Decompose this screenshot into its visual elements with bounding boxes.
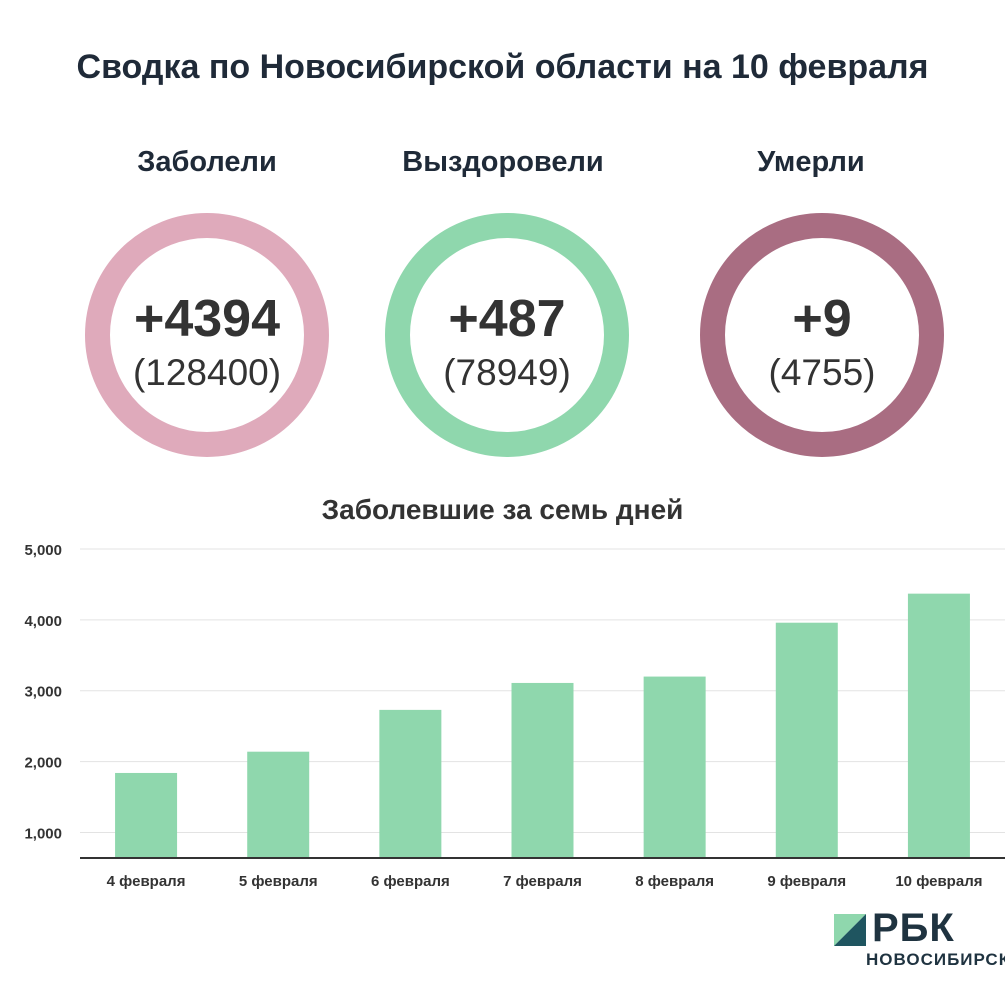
- y-tick-label: 5,000: [24, 542, 62, 559]
- bar: [379, 709, 442, 858]
- stat-total-infected: (128400): [132, 352, 282, 393]
- y-tick-label: 4,000: [24, 613, 62, 630]
- stat-total-deaths: (4755): [768, 352, 876, 393]
- stat-label-deaths: Умерли: [757, 146, 865, 178]
- stat-label-infected: Заболели: [137, 146, 277, 178]
- bar: [643, 676, 706, 858]
- stat-ring-deaths: +9 (4755): [700, 213, 944, 457]
- y-tick-label: 2,000: [24, 755, 62, 772]
- stat-ring-infected: +4394 (128400): [85, 213, 329, 457]
- bar: [115, 772, 178, 858]
- x-tick-label: 4 февраля: [107, 873, 186, 890]
- x-tick-label: 8 февраля: [635, 873, 714, 890]
- bar: [907, 593, 970, 858]
- logo-subtitle: НОВОСИБИРСК: [866, 950, 1005, 969]
- stat-value-deaths: +9: [792, 290, 852, 348]
- x-tick-label: 5 февраля: [239, 873, 318, 890]
- stat-label-recovered: Выздоровели: [402, 146, 604, 178]
- bar-chart: 1,000 2,000 3,000 4,000 5,000 4 февраля 5 февр…: [24, 542, 1005, 890]
- page-title: Сводка по Новосибирской области на 10 фе…: [76, 48, 929, 86]
- bar: [511, 682, 574, 858]
- stat-value-infected: +4394: [133, 290, 281, 348]
- chart-title: Заболевшие за семь дней: [321, 494, 684, 525]
- x-tick-label: 10 февраля: [895, 873, 982, 890]
- stat-total-recovered: (78949): [443, 352, 571, 393]
- stat-value-recovered: +487: [448, 290, 566, 348]
- bar: [775, 622, 838, 858]
- logo-name: РБК: [872, 906, 955, 950]
- stat-ring-recovered: +487 (78949): [385, 213, 629, 457]
- x-tick-label: 7 февраля: [503, 873, 582, 890]
- y-tick-label: 3,000: [24, 684, 62, 701]
- x-tick-label: 6 февраля: [371, 873, 450, 890]
- rbc-logo-icon: [834, 914, 866, 946]
- rbc-logo: РБК НОВОСИБИРСК: [834, 908, 1005, 994]
- y-tick-label: 1,000: [24, 825, 62, 842]
- bar: [247, 751, 310, 858]
- x-tick-label: 9 февраля: [767, 873, 846, 890]
